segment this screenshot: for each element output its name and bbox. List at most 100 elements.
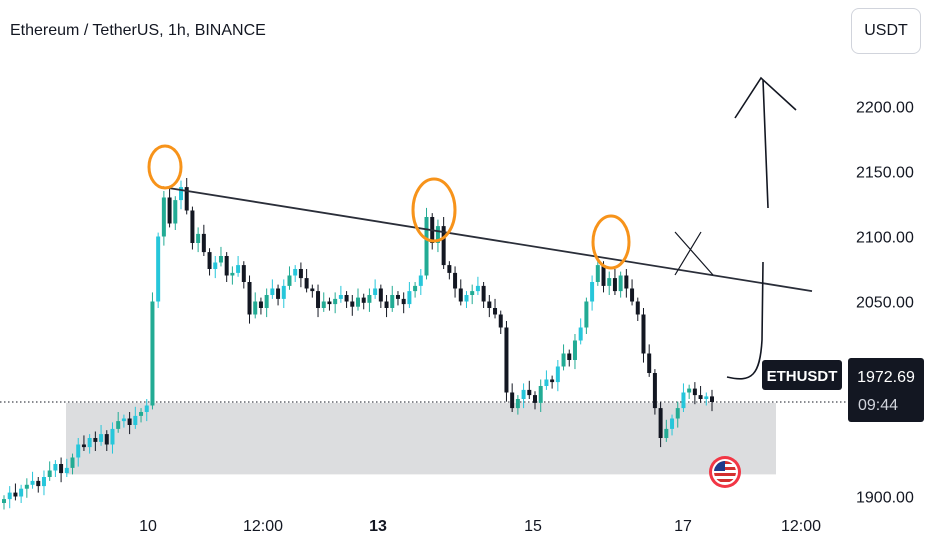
candle-body — [447, 265, 452, 273]
rejection-x-mark[interactable] — [674, 231, 714, 276]
candle-body — [373, 288, 378, 295]
projection-arrow-up[interactable] — [734, 76, 797, 209]
candle-body — [555, 366, 560, 383]
price-axis-tick-label: 2100.00 — [856, 229, 914, 246]
candle-body — [441, 226, 446, 266]
candle-body — [13, 492, 18, 497]
candle-body — [710, 396, 714, 402]
candle-body — [435, 226, 440, 243]
candle-body — [2, 499, 6, 503]
candle-body — [510, 392, 515, 409]
candle-body — [201, 233, 206, 253]
candle-body — [304, 278, 309, 289]
candle-body — [458, 288, 463, 302]
candle-body — [567, 353, 572, 360]
candle-body — [7, 492, 12, 500]
candle-body — [19, 488, 24, 497]
peak-circle-2[interactable] — [411, 177, 457, 243]
candle-body — [127, 418, 132, 425]
candle-body — [595, 265, 600, 282]
candle-body — [156, 236, 161, 302]
price-axis-tick-label: 2200.00 — [856, 99, 914, 116]
candle-body — [681, 392, 686, 409]
time-axis-tick-label: 12:00 — [781, 518, 821, 535]
candle-body — [270, 288, 275, 295]
candle-body — [647, 353, 652, 373]
candle-body — [253, 301, 258, 315]
candle-body — [390, 294, 395, 308]
candle-body — [704, 396, 709, 399]
candle-body — [692, 388, 697, 396]
candle-body — [356, 297, 360, 307]
candle-body — [590, 281, 595, 302]
candle-body — [133, 415, 138, 425]
candle-body — [578, 327, 583, 341]
candle-body — [161, 197, 166, 237]
candle-body — [550, 379, 555, 383]
candle-body — [698, 395, 703, 399]
candle-body — [230, 272, 235, 276]
candle-body — [658, 408, 663, 438]
projection-curve[interactable] — [726, 261, 764, 380]
candle-body — [367, 294, 372, 303]
candle-body — [190, 210, 195, 243]
chart-title: Ethereum / TetherUS, 1h, BINANCE — [10, 22, 266, 39]
candle-body — [675, 408, 680, 419]
candle-body — [207, 252, 212, 269]
candle-body — [99, 434, 104, 442]
candle-body — [87, 437, 92, 448]
peak-circle-1[interactable] — [147, 144, 183, 190]
candle-body — [572, 340, 577, 360]
candle-body — [641, 314, 646, 354]
time-axis-tick-label: 17 — [674, 518, 692, 535]
time-axis[interactable]: 10 12:00 13 15 17 12:00 — [139, 518, 821, 535]
price-axis[interactable]: 2200.002150.002100.002050.002000.001900.… — [856, 99, 914, 506]
candle-body — [276, 288, 281, 299]
candle-body — [424, 216, 429, 276]
candle-body — [179, 187, 183, 201]
candle-body — [504, 327, 509, 393]
candle-body — [167, 197, 172, 224]
candle-body — [70, 457, 75, 468]
time-axis-tick-label: 15 — [524, 518, 542, 535]
candle-body — [293, 268, 298, 276]
candle-body — [316, 291, 321, 308]
candle-body — [184, 187, 189, 211]
price-axis-tick-label: 2050.00 — [856, 294, 914, 311]
candle-body — [624, 275, 629, 289]
candle-body — [116, 421, 121, 429]
candle-body — [481, 285, 486, 302]
candle-body — [258, 301, 263, 308]
candle-body — [493, 307, 498, 315]
candle-body — [521, 389, 526, 399]
candle-body — [76, 444, 81, 458]
candle-body — [30, 480, 35, 485]
candle-body — [264, 294, 269, 308]
candle-body — [470, 291, 475, 295]
candle-body — [281, 285, 286, 299]
candle-body — [196, 233, 201, 243]
us-flag-icon[interactable] — [709, 456, 741, 488]
time-axis-tick-label: 10 — [139, 518, 157, 535]
descending-trendline[interactable] — [162, 186, 813, 292]
candle-body — [635, 301, 640, 315]
candle-body — [327, 301, 332, 305]
candle-body — [527, 389, 532, 396]
candle-body — [418, 275, 423, 286]
candle-body — [104, 434, 109, 445]
candle-body — [93, 437, 98, 442]
time-axis-tick-label: 13 — [369, 518, 387, 535]
currency-selector-button[interactable]: USDT — [851, 8, 921, 54]
candle-body — [298, 268, 303, 279]
candle-body — [47, 470, 52, 477]
candle-body — [664, 428, 669, 438]
candle-body — [224, 255, 229, 276]
price-axis-tick-label: 2150.00 — [856, 164, 914, 181]
candle-body — [139, 411, 144, 416]
candle-body — [144, 405, 149, 412]
candle-body — [395, 294, 400, 299]
peak-circle-3[interactable] — [591, 214, 631, 270]
candle-body — [607, 278, 612, 286]
candle-body — [150, 301, 155, 406]
